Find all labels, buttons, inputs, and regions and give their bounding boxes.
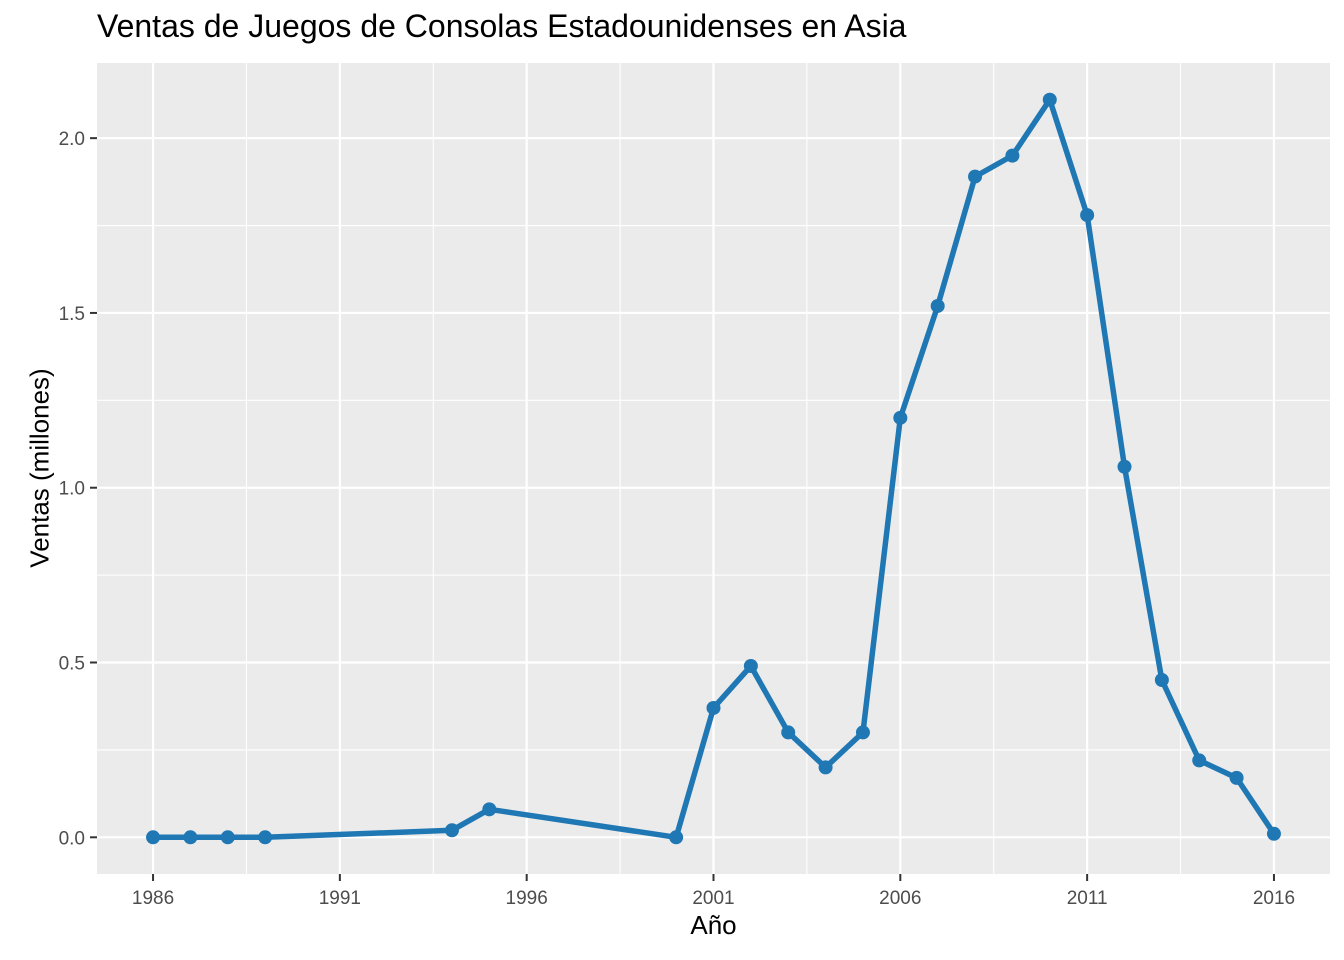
x-tick-label: 2001 bbox=[692, 888, 734, 909]
data-point bbox=[220, 830, 235, 845]
y-tick-label: 0.0 bbox=[59, 828, 85, 849]
x-tick-label: 1986 bbox=[132, 888, 174, 909]
data-point bbox=[669, 830, 684, 845]
y-axis-title: Ventas (millones) bbox=[24, 368, 55, 568]
data-point bbox=[1080, 208, 1095, 223]
data-point bbox=[1229, 770, 1244, 785]
x-axis-title: Año bbox=[690, 910, 737, 940]
data-point bbox=[183, 830, 198, 845]
x-tick-label: 1996 bbox=[506, 888, 548, 909]
data-point bbox=[930, 298, 945, 313]
data-point bbox=[146, 830, 161, 845]
y-tick-label: 1.5 bbox=[59, 304, 85, 325]
y-tick-label: 2.0 bbox=[59, 129, 85, 150]
data-point bbox=[818, 760, 833, 775]
y-tick-label: 1.0 bbox=[59, 479, 85, 500]
data-point bbox=[258, 830, 273, 845]
data-point bbox=[1266, 826, 1281, 841]
chart-title: Ventas de Juegos de Consolas Estadounide… bbox=[97, 8, 907, 44]
data-point bbox=[893, 410, 908, 425]
x-tick-label: 2011 bbox=[1067, 888, 1108, 909]
data-point bbox=[1117, 459, 1132, 474]
y-tick-label: 0.5 bbox=[59, 654, 85, 675]
data-point bbox=[1005, 148, 1020, 163]
data-point bbox=[1042, 92, 1057, 107]
data-point bbox=[743, 659, 758, 674]
x-tick-label: 2006 bbox=[879, 888, 921, 909]
data-point bbox=[1154, 672, 1169, 687]
data-point bbox=[482, 802, 497, 817]
data-point bbox=[706, 700, 721, 715]
data-point bbox=[444, 823, 459, 838]
data-point bbox=[1192, 753, 1207, 768]
data-point bbox=[781, 725, 796, 740]
data-point bbox=[855, 725, 870, 740]
data-point bbox=[968, 169, 983, 184]
x-tick-label: 2016 bbox=[1253, 888, 1295, 909]
x-tick-label: 1991 bbox=[319, 888, 361, 909]
